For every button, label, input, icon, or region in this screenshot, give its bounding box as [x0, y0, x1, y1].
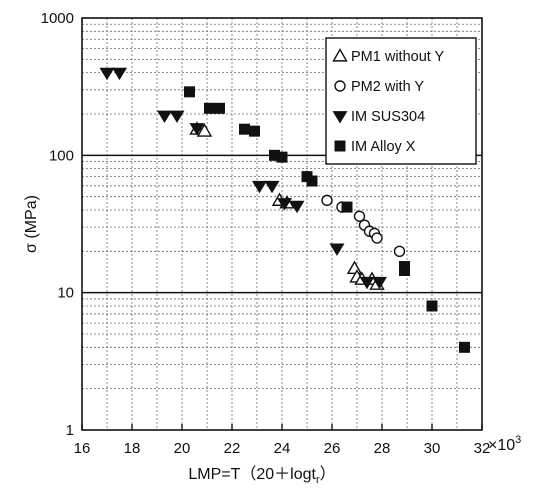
x-tick-label: 16	[74, 440, 91, 457]
y-axis-label: σ (MPa)	[23, 195, 40, 253]
pm1-point	[346, 260, 363, 275]
x-multiplier-base: ×10	[488, 437, 515, 454]
legend-box	[325, 37, 477, 165]
sus304-point	[277, 198, 292, 211]
legend-label-sus304: IM SUS304	[351, 109, 425, 125]
legend-marker-pm2	[334, 80, 346, 92]
x-tick-label: 20	[174, 440, 191, 457]
sus304-point	[112, 67, 127, 81]
sus304-point	[289, 200, 305, 214]
pm2-point	[393, 245, 406, 258]
y-tick-label: 100	[49, 147, 74, 164]
legend-marker-pm1	[332, 48, 348, 62]
pm2-point	[353, 210, 366, 222]
alloyx-point	[459, 341, 470, 353]
legend-marker-alloyx	[334, 140, 346, 152]
axis-ticks: 16 18 20 22 24 26 28 30 32 1 10 100 1000	[41, 10, 491, 457]
x-tick-label: 28	[374, 440, 391, 457]
x-axis-multiplier: ×103	[488, 434, 521, 454]
legend: PM1 without Y PM2 with Y IM SUS304 IM Al…	[325, 37, 477, 165]
alloyx-point	[239, 123, 250, 135]
x-axis-label-subscript: r	[316, 474, 320, 486]
alloyx-point	[426, 300, 438, 312]
alloyx-point	[269, 149, 280, 161]
sus304-point	[372, 276, 387, 290]
alloyx-point	[184, 86, 195, 98]
alloyx-point	[204, 102, 215, 114]
data-points	[99, 67, 470, 353]
pm1-point	[196, 123, 213, 137]
sus304-point	[157, 110, 172, 124]
sus304-point	[329, 243, 345, 256]
sus304-point	[169, 110, 185, 124]
x-tick-label: 24	[274, 440, 291, 457]
legend-markers	[332, 48, 348, 152]
y-tick-label: 1000	[41, 10, 74, 27]
pm2-point	[321, 194, 333, 207]
y-tick-label: 10	[57, 285, 74, 302]
legend-label-pm2: PM2 with Y	[351, 79, 424, 95]
x-tick-label: 30	[424, 440, 441, 457]
x-tick-label: 26	[324, 440, 341, 457]
alloyx-point	[214, 102, 225, 114]
x-tick-label: 18	[124, 440, 141, 457]
x-tick-label: 22	[224, 440, 241, 457]
sus304-point	[264, 180, 280, 194]
pm2-point	[371, 232, 383, 244]
x-axis-label-close: ）	[320, 465, 336, 483]
sus304-point	[99, 67, 115, 81]
alloyx-point	[249, 125, 260, 137]
alloyx-point	[306, 175, 318, 187]
x-multiplier-exponent: 3	[515, 434, 521, 446]
y-tick-label: 1	[66, 422, 74, 439]
x-axis-label: LMP=T（20＋logtr）	[188, 465, 335, 486]
legend-label-pm1: PM1 without Y	[351, 49, 445, 65]
alloyx-point	[341, 201, 353, 213]
sus304-point	[359, 276, 375, 290]
legend-marker-sus304	[332, 111, 348, 124]
alloyx-point	[399, 265, 410, 277]
sus304-point	[189, 123, 205, 136]
sus304-point	[252, 180, 267, 194]
x-axis-label-main: LMP=T（20＋logt	[188, 465, 316, 483]
legend-label-alloyx: IM Alloy X	[351, 139, 416, 155]
x-tick-label: 32	[474, 440, 491, 457]
alloyx-point	[276, 151, 288, 163]
